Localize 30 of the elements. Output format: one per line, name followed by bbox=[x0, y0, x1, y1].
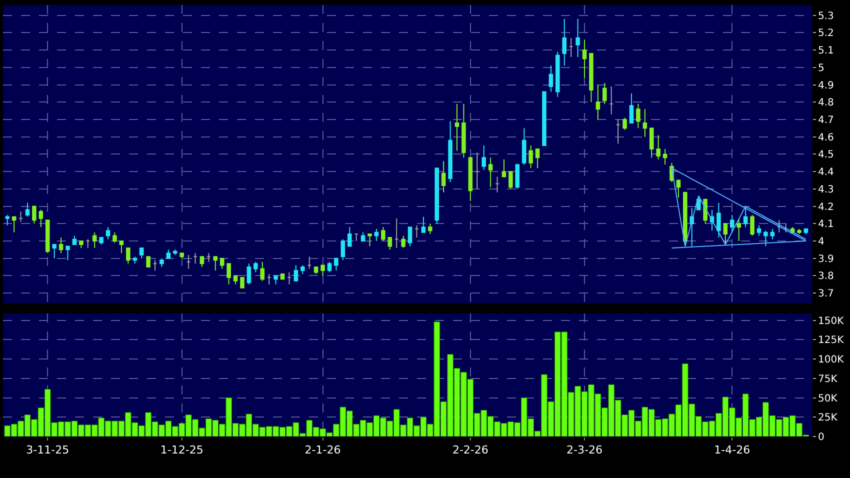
x-tick-label: 2-3-26 bbox=[566, 444, 602, 457]
y-tick-label: 100K bbox=[818, 354, 844, 366]
y-tick-label: 4.8 bbox=[818, 98, 834, 109]
y-tick-label: 3.7 bbox=[818, 288, 834, 300]
y-tick-label: 4 bbox=[818, 236, 824, 248]
x-tick-label: 1-4-26 bbox=[714, 444, 750, 457]
y-tick-label: 25K bbox=[818, 412, 838, 424]
y-tick-label: 125K bbox=[818, 335, 844, 346]
y-tick-label: 4.5 bbox=[818, 150, 834, 161]
y-tick-label: 4.4 bbox=[818, 167, 834, 178]
y-tick-label: 4.1 bbox=[818, 219, 834, 230]
y-tick-label: 150K bbox=[818, 316, 844, 327]
y-tick-label: 4.7 bbox=[818, 114, 834, 126]
y-tick-label: 5 bbox=[818, 62, 824, 74]
y-tick-label: 5.2 bbox=[818, 28, 834, 40]
y-tick-label: 50K bbox=[818, 393, 838, 404]
x-tick-label: 2-1-26 bbox=[304, 444, 341, 457]
y-tick-label: 4.6 bbox=[818, 132, 834, 144]
y-tick-label: 4.2 bbox=[818, 202, 834, 213]
y-tick-label: 5.3 bbox=[818, 10, 834, 22]
y-tick-label: 4.3 bbox=[818, 184, 834, 196]
x-tick-label: 2-2-26 bbox=[452, 444, 488, 457]
y-tick-label: 3.9 bbox=[818, 254, 834, 265]
y-tick-label: 4.9 bbox=[818, 80, 834, 92]
y-tick-label: 0 bbox=[818, 432, 824, 444]
y-tick-label: 75K bbox=[818, 374, 838, 385]
x-tick-label: 1-12-25 bbox=[160, 444, 204, 457]
y-tick-label: 5.1 bbox=[818, 46, 834, 57]
y-tick-label: 3.8 bbox=[818, 271, 834, 282]
x-tick-label: 3-11-25 bbox=[26, 444, 70, 457]
